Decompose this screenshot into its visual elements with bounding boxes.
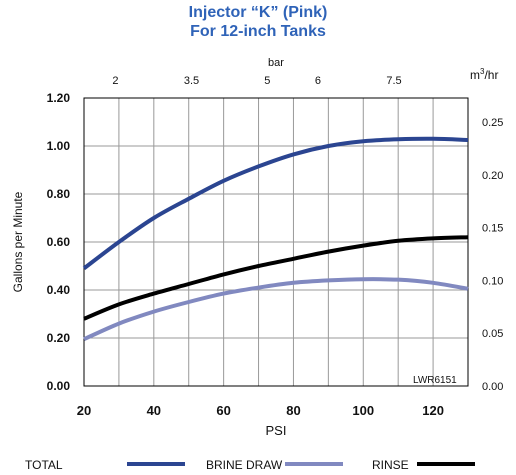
top-tick-label: 2 xyxy=(112,75,118,87)
right-tick-label: 0.00 xyxy=(482,381,503,393)
right-tick-label: 0.25 xyxy=(482,117,503,129)
series-lines xyxy=(82,136,469,342)
y-right-axis-label: m3/hr xyxy=(470,67,498,82)
x-tick-label: 20 xyxy=(77,403,91,418)
plot-frame xyxy=(83,97,469,387)
right-tick-label: 0.10 xyxy=(482,275,503,287)
top-tick-label: 6 xyxy=(315,75,321,87)
x-tick-label: 40 xyxy=(147,403,161,418)
chart-id-annotation: LWR6151 xyxy=(413,375,457,386)
y-tick-label: 0.60 xyxy=(47,235,71,249)
x-tick-label: 120 xyxy=(422,403,444,418)
x-top-axis-label: bar xyxy=(268,57,284,69)
grid xyxy=(83,97,468,387)
chart-title: Injector “K” (Pink) xyxy=(188,4,328,21)
chart-subtitle: For 12-inch Tanks xyxy=(190,23,326,40)
y-tick-label: 0.80 xyxy=(47,187,71,201)
series-line-rinse xyxy=(83,235,469,321)
legend-label: RINSE xyxy=(372,458,409,472)
top-tick-label: 7.5 xyxy=(386,75,401,87)
legend-label: TOTAL xyxy=(25,458,63,472)
right-tick-label: 0.05 xyxy=(482,328,503,340)
x-tick-label: 100 xyxy=(352,403,374,418)
legend: TOTAL BRINE DRAW RINSE xyxy=(25,458,475,472)
y-tick-label: 0.00 xyxy=(47,379,71,393)
y-tick-label: 1.00 xyxy=(47,139,71,153)
y-tick-label: 0.40 xyxy=(47,283,71,297)
y-axis-label: Gallons per Minute xyxy=(11,191,25,292)
x-tick-label: 60 xyxy=(216,403,230,418)
right-tick-label: 0.15 xyxy=(482,223,503,235)
legend-label: BRINE DRAW xyxy=(206,458,283,472)
x-axis-label: PSI xyxy=(266,423,287,438)
top-tick-label: 3.5 xyxy=(184,75,199,87)
x-tick-label: 80 xyxy=(286,403,300,418)
top-tick-label: 5 xyxy=(264,75,270,87)
series-line-total xyxy=(82,136,469,270)
right-tick-label: 0.20 xyxy=(482,170,503,182)
tick-labels: 20 40 60 80 100 120 0.00 0.20 0.40 0.60 0.80 1.00 1.… xyxy=(47,75,504,418)
y-tick-label: 0.20 xyxy=(47,331,71,345)
series-line-brine-draw xyxy=(83,277,469,342)
y-tick-label: 1.20 xyxy=(47,91,71,105)
